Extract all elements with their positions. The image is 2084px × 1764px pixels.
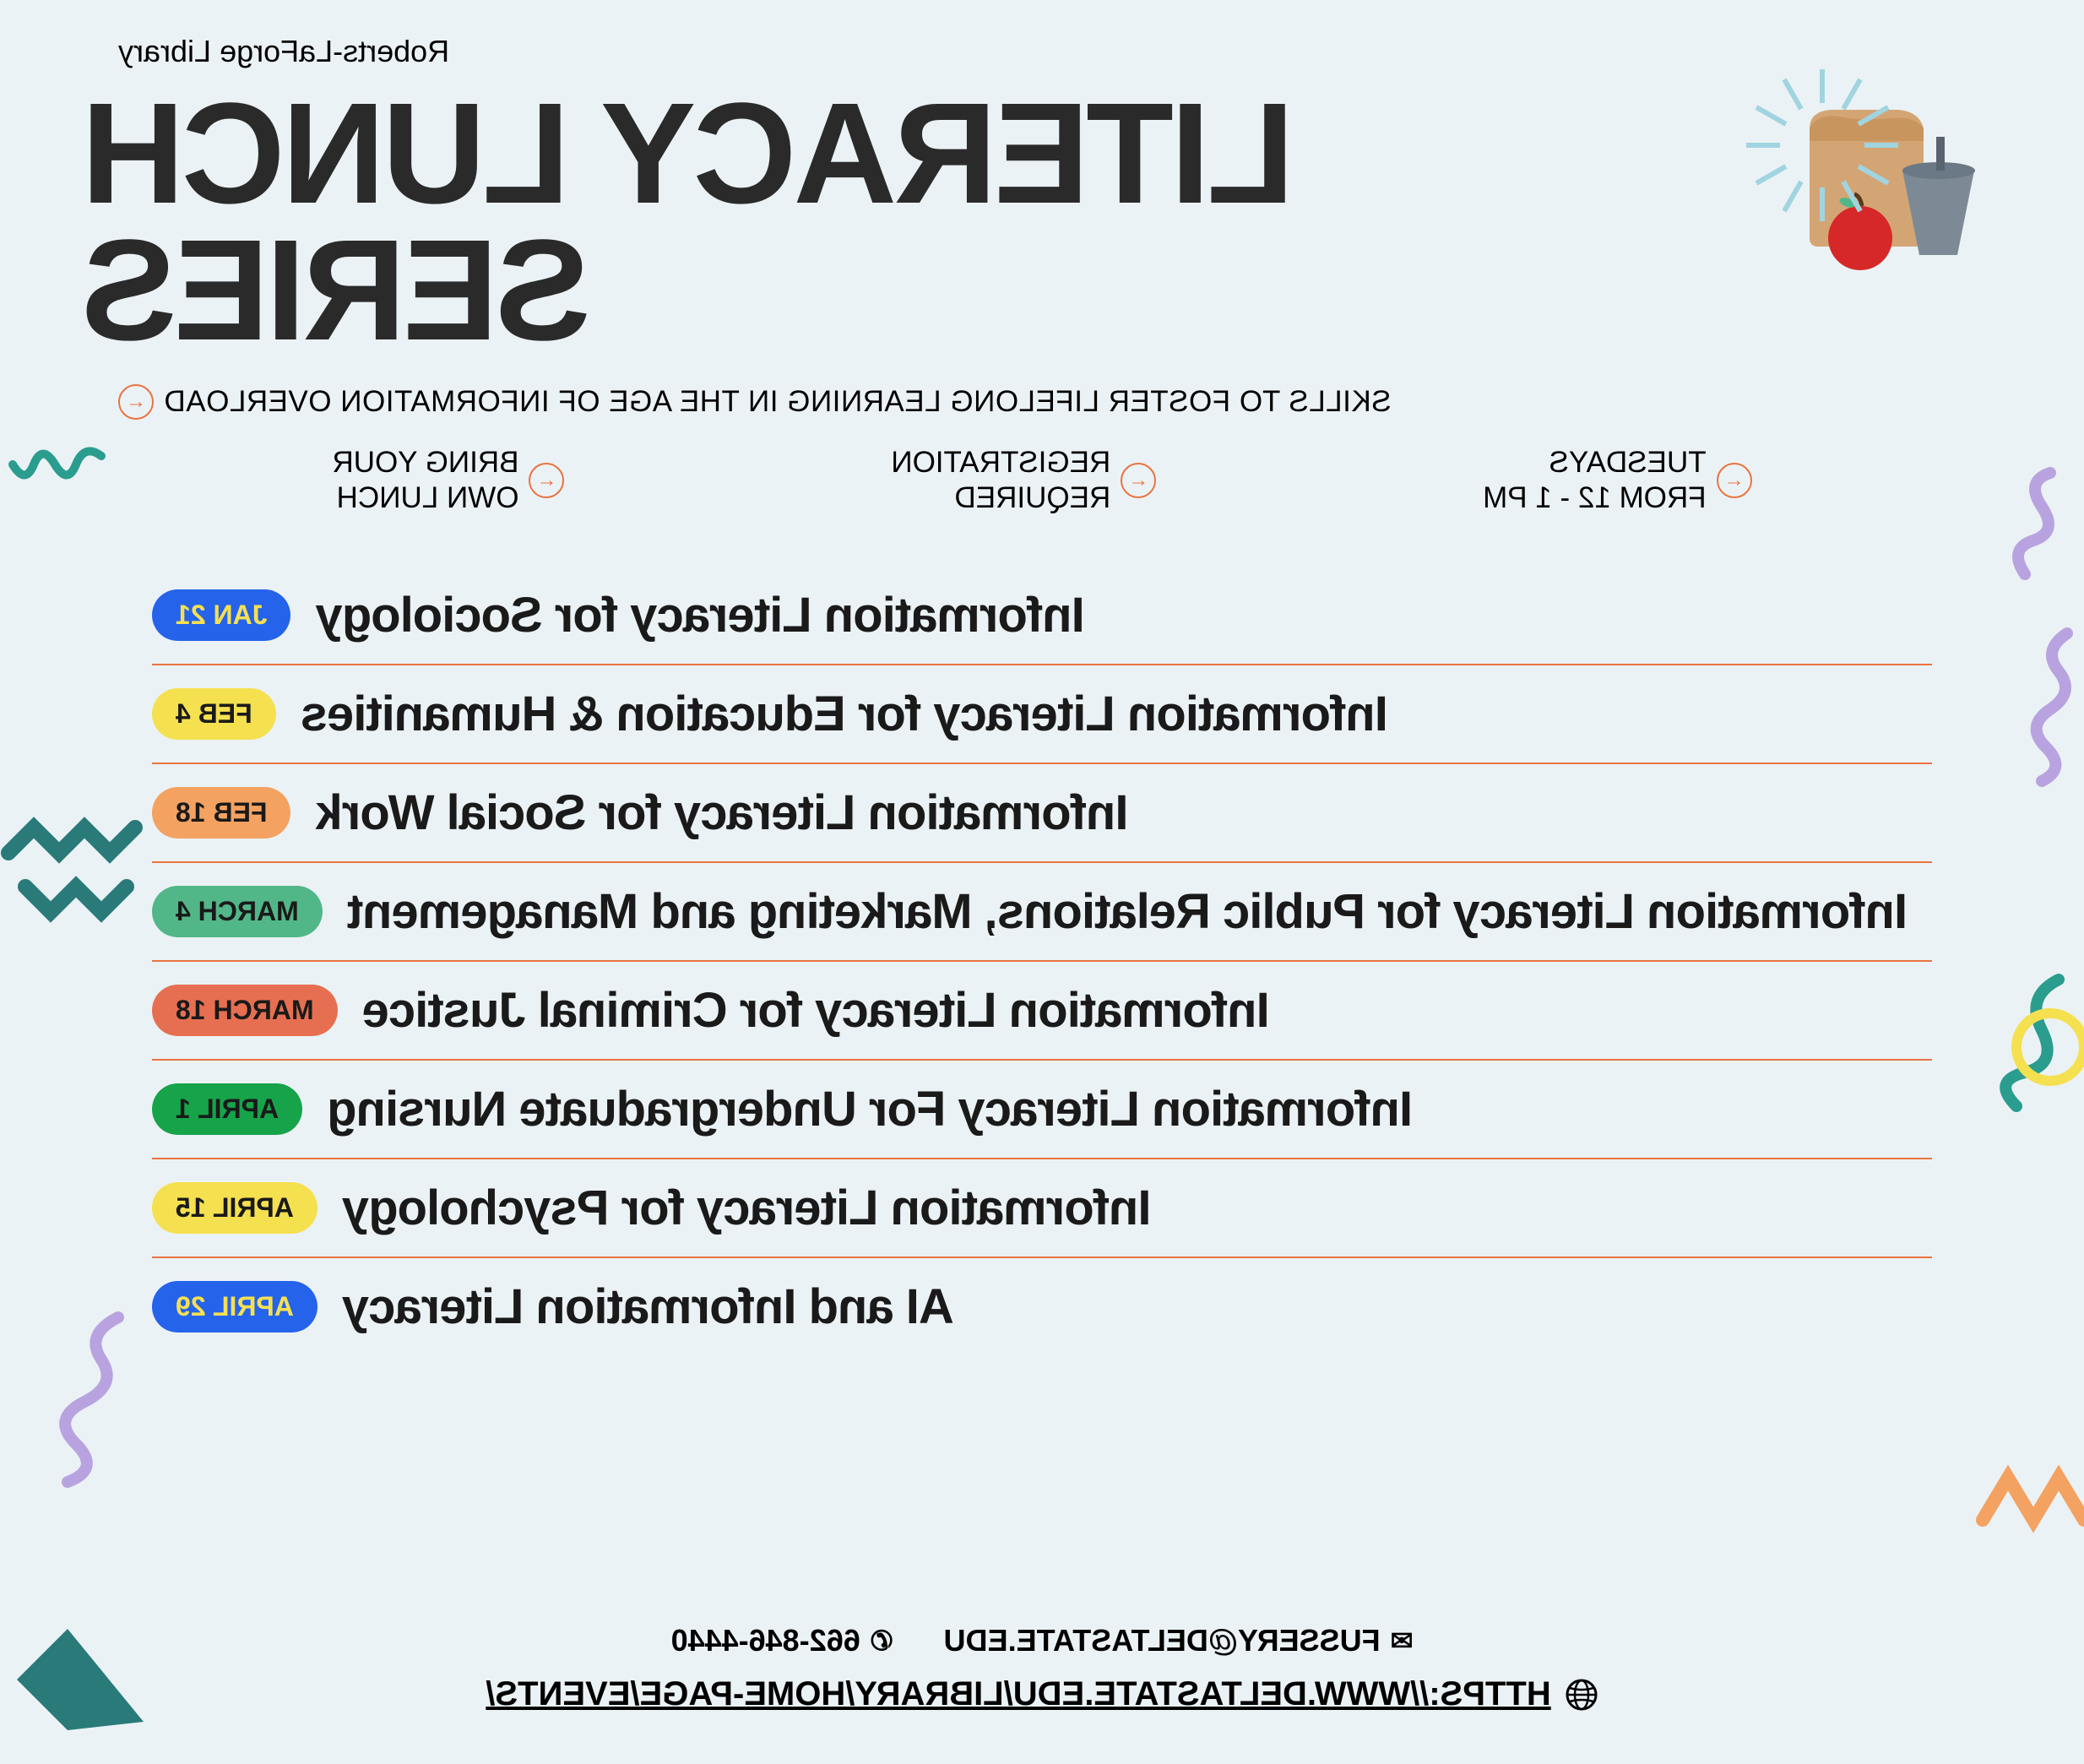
organization-name: Roberts-LaForge Library	[84, 34, 2000, 69]
event-title: Information Literacy for Sociology	[317, 587, 1085, 643]
event-title: Information Literacy for Public Relation…	[348, 883, 1908, 940]
date-pill: APRIL 1	[152, 1083, 302, 1135]
globe-icon	[1565, 1678, 1598, 1712]
date-pill: APRIL 29	[152, 1281, 317, 1332]
email-contact: ✉ FUSSERY@DELTASTATE.EDU	[944, 1623, 1414, 1658]
arrow-icon: ←	[118, 384, 154, 420]
phone-text: 662-846-4440	[671, 1623, 860, 1658]
date-pill: MARCH 4	[152, 886, 323, 937]
info-row: ← TUESDAYS FROM 12 - 1 PM ← REGISTRATION…	[84, 445, 2000, 516]
info-text: REGISTRATION	[891, 445, 1110, 480]
event-title: Information Literacy for Social Work	[316, 784, 1128, 841]
url-text: HTTPS://WWW.DELTASTATE.EDU/LIBRARY/HOME-…	[486, 1675, 1550, 1713]
email-icon: ✉	[1391, 1625, 1414, 1657]
arrow-icon: ←	[1717, 463, 1752, 498]
email-text: FUSSERY@DELTASTATE.EDU	[944, 1623, 1381, 1658]
event-row: Information Literacy for Sociology JAN 21	[152, 567, 1932, 665]
event-title: Information Literacy for Criminal Justic…	[363, 982, 1270, 1039]
info-text: TUESDAYS	[1483, 445, 1706, 480]
event-schedule: Information Literacy for Sociology JAN 21…	[84, 567, 2000, 1355]
event-row: Information Literacy for Psychology APRIL…	[152, 1159, 1932, 1258]
date-pill: APRIL 15	[152, 1182, 317, 1234]
phone-contact: ✆ 662-846-4440	[671, 1623, 893, 1658]
arrow-icon: ←	[529, 463, 564, 498]
squiggle-decoration	[0, 1595, 169, 1764]
subtitle: SKILLS TO FOSTER LIFELONG LEARNING IN TH…	[164, 385, 1392, 419]
info-text: FROM 12 - 1 PM	[1483, 480, 1706, 516]
footer: ✉ FUSSERY@DELTASTATE.EDU ✆ 662-846-4440 …	[0, 1623, 2084, 1713]
date-pill: JAN 21	[152, 589, 291, 641]
phone-icon: ✆	[871, 1625, 893, 1657]
info-text: BRING YOUR	[332, 445, 518, 480]
event-row: Information Literacy for Education & Hum…	[152, 665, 1932, 764]
event-title: Information Literacy for Education & Hum…	[301, 686, 1388, 742]
event-row: Information Literacy for Public Relation…	[152, 863, 1932, 962]
info-text: REQUIRED	[891, 480, 1110, 516]
date-pill: FEB 4	[152, 688, 276, 740]
main-title: LITERACY LUNCH SERIES	[84, 78, 1738, 359]
event-row: Information Literacy For Undergraduate N…	[152, 1061, 1932, 1159]
date-pill: FEB 18	[152, 787, 290, 839]
squiggle-decoration	[1949, 1452, 2084, 1588]
url-contact: HTTPS://WWW.DELTASTATE.EDU/LIBRARY/HOME-…	[0, 1675, 2084, 1713]
date-pill: MARCH 18	[152, 985, 338, 1036]
event-title: Information Literacy for Psychology	[343, 1180, 1152, 1236]
arrow-icon: ←	[1121, 463, 1156, 498]
event-title: AI and Information Literacy	[343, 1278, 954, 1335]
event-row: Information Literacy for Social Work FEB …	[152, 764, 1932, 863]
lunch-icon	[1763, 78, 2000, 280]
info-text: OWN LUNCH	[332, 480, 518, 516]
event-title: Information Literacy For Undergraduate N…	[328, 1081, 1413, 1137]
event-row: Information Literacy for Criminal Justic…	[152, 962, 1932, 1061]
event-row: AI and Information Literacy APRIL 29	[152, 1258, 1932, 1355]
